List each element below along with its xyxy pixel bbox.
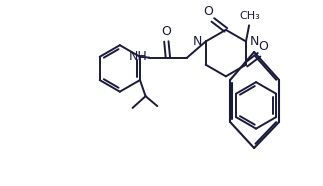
Text: CH₃: CH₃: [239, 11, 260, 21]
Text: O: O: [259, 40, 269, 53]
Text: O: O: [162, 25, 171, 38]
Text: N: N: [250, 35, 259, 48]
Text: O: O: [203, 5, 213, 18]
Text: NH: NH: [129, 50, 148, 63]
Text: N: N: [193, 35, 202, 48]
